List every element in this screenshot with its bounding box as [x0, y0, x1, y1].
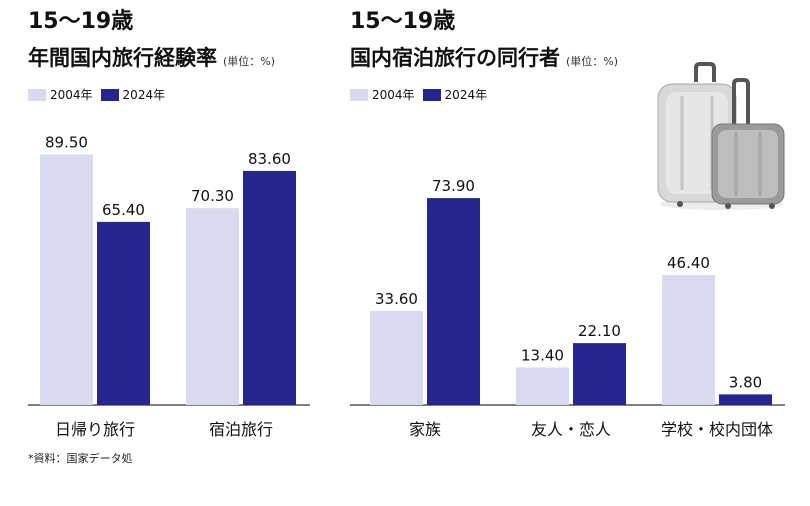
chart1-bar-1-1 — [243, 170, 296, 405]
chart2-title-line1: 15～19歳 — [350, 9, 456, 34]
chart1-legend-2004: 2004年 — [28, 86, 93, 103]
chart2-unit: (単位：%) — [566, 55, 619, 68]
chart2-legend: 2004年 2024年 — [350, 86, 487, 103]
chart1-bar-0-0 — [40, 154, 93, 405]
chart2-value-label-0-1: 73.90 — [432, 177, 475, 195]
chart1-value-label-1-0: 70.30 — [191, 187, 234, 205]
chart2-bar-2-1 — [719, 394, 772, 405]
chart2-category-label-0: 家族 — [409, 420, 441, 439]
chart1-title: 年間国内旅行経験率 (単位：%) — [28, 46, 275, 74]
chart2-value-label-0-0: 33.60 — [375, 290, 418, 308]
chart1-value-label-0-0: 89.50 — [45, 133, 88, 151]
chart2-value-label-1-1: 22.10 — [578, 322, 621, 340]
chart2-value-label-2-1: 3.80 — [729, 373, 762, 391]
chart1-title-line2: 年間国内旅行経験率 — [28, 46, 217, 70]
legend-label-2024: 2024年 — [444, 88, 488, 102]
chart1-value-label-1-1: 83.60 — [248, 150, 291, 168]
chart2-bar-0-1 — [427, 198, 480, 405]
legend-label-2004: 2004年 — [50, 88, 93, 102]
chart2-bar-1-0 — [516, 367, 569, 405]
chart2-legend-2004: 2004年 — [350, 86, 415, 103]
chart1-plot: 89.50 65.40 日帰り旅行 70.30 83.60 宿泊旅行 — [28, 133, 310, 439]
chart1-title-line1: 15～19歳 — [28, 9, 134, 34]
chart2-title-line2: 国内宿泊旅行の同行者 — [350, 46, 560, 70]
chart2-bar-0-0 — [370, 310, 423, 405]
chart1-unit: (単位：%) — [223, 55, 276, 68]
chart2-category-label-2: 学校・校内団体 — [661, 420, 773, 439]
chart1-category-label-1: 宿泊旅行 — [209, 420, 273, 439]
chart2-plot: 33.60 73.90 家族 13.40 22.10 友人・恋人 46.40 3.80 学校・校… — [350, 177, 785, 439]
chart1-bar-0-1 — [97, 221, 150, 405]
chart1-bar-1-0 — [186, 208, 239, 405]
chart1-legend: 2004年 2024年 — [28, 86, 165, 103]
chart2-bar-1-1 — [573, 343, 626, 405]
legend-swatch-2024 — [100, 88, 119, 101]
chart2-title: 国内宿泊旅行の同行者 (単位：%) — [350, 46, 618, 74]
chart2-bar-2-0 — [662, 275, 715, 405]
source-note: *資料：国家データ処 — [28, 452, 133, 465]
legend-swatch-2004 — [350, 88, 368, 101]
legend-label-2004: 2004年 — [372, 88, 415, 102]
legend-label-2024: 2024年 — [122, 88, 166, 102]
chart1-category-label-0: 日帰り旅行 — [55, 420, 135, 439]
chart2-legend-2024: 2024年 — [422, 86, 488, 103]
chart2-category-label-1: 友人・恋人 — [531, 420, 611, 439]
suitcase-illustration — [657, 62, 785, 210]
chart1-value-label-0-1: 65.40 — [102, 201, 145, 219]
chart2-value-label-1-0: 13.40 — [521, 346, 564, 364]
legend-swatch-2004 — [28, 88, 46, 101]
legend-swatch-2024 — [422, 88, 441, 101]
chart1-legend-2024: 2024年 — [100, 86, 166, 103]
chart2-value-label-2-0: 46.40 — [667, 254, 710, 272]
